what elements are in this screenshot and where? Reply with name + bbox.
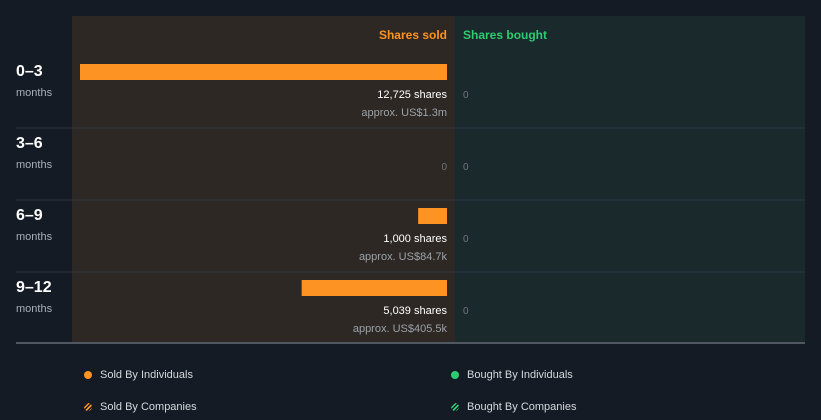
- sold-shares-label: 1,000 shares: [383, 233, 447, 245]
- period-label: 9–12: [16, 279, 52, 296]
- legend-item: Bought By Companies: [451, 401, 576, 413]
- sold-bar: [418, 208, 447, 224]
- period-label: 3–6: [16, 135, 43, 152]
- bought-zero-label: 0: [463, 162, 469, 173]
- legend-hatch-icon: [451, 403, 459, 411]
- chart-rows: 0–3 months 12,725 shares approx. US$1.3m 0 3–…: [16, 63, 805, 335]
- sold-value-label: approx. US$84.7k: [359, 251, 448, 263]
- bought-zero-label: 0: [463, 306, 469, 317]
- sold-value-label: approx. US$1.3m: [361, 107, 447, 119]
- legend-label: Bought By Companies: [467, 401, 577, 413]
- sold-bar: [80, 64, 447, 80]
- bought-column-background: [455, 16, 805, 342]
- bought-zero-label: 0: [463, 90, 469, 101]
- bought-column-header: Shares bought: [463, 28, 547, 42]
- period-unit-label: months: [16, 159, 53, 171]
- legend-label: Bought By Individuals: [467, 369, 573, 381]
- legend-item: Sold By Individuals: [84, 369, 193, 381]
- sold-shares-label: 12,725 shares: [377, 89, 447, 101]
- bought-zero-label: 0: [463, 234, 469, 245]
- sold-shares-label: 5,039 shares: [383, 305, 447, 317]
- period-unit-label: months: [16, 303, 53, 315]
- period-label: 6–9: [16, 207, 43, 224]
- sold-bar: [301, 280, 447, 296]
- period-unit-label: months: [16, 231, 53, 243]
- period-label: 0–3: [16, 63, 43, 80]
- sold-column-header: Shares sold: [379, 28, 447, 42]
- legend-label: Sold By Companies: [100, 401, 197, 413]
- legend-label: Sold By Individuals: [100, 369, 193, 381]
- period-unit-label: months: [16, 87, 53, 99]
- legend-hatch-icon: [84, 403, 92, 411]
- sold-value-label: approx. US$405.5k: [353, 323, 448, 335]
- legend-item: Sold By Companies: [84, 401, 197, 413]
- legend-dot-icon: [451, 371, 459, 379]
- legend-dot-icon: [84, 371, 92, 379]
- legend-item: Bought By Individuals: [451, 369, 573, 381]
- sold-zero-label: 0: [441, 162, 447, 173]
